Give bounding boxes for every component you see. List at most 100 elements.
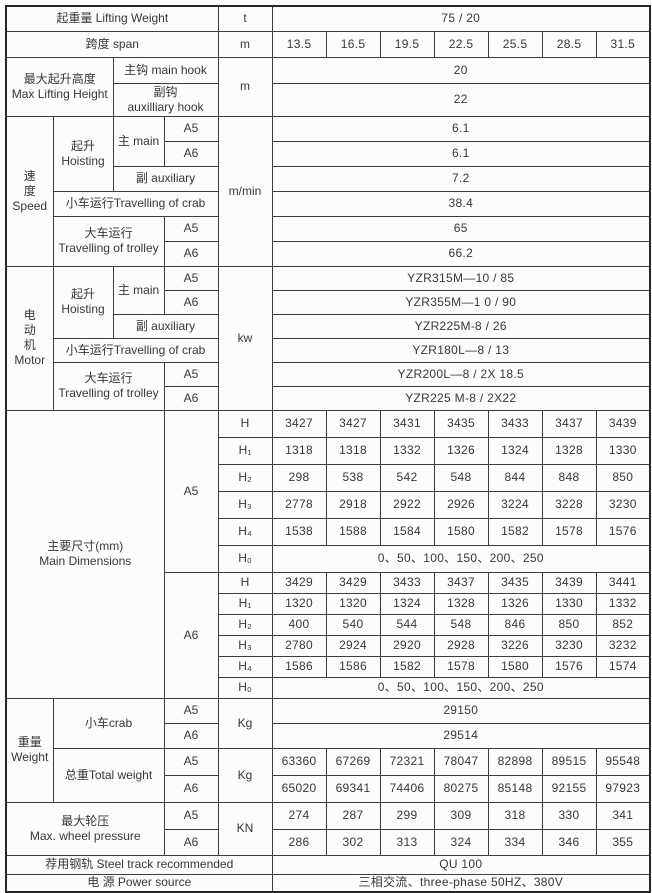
value-cell: 298 (271, 463, 327, 492)
value-cell: 1328 (541, 436, 597, 465)
table-row: 副 auxiliary 7.2 (6, 165, 651, 192)
motor-trolley-label: 大车运行 Travelling of trolley (52, 361, 165, 411)
value-cell: 80275 (433, 774, 489, 803)
value-cell: 67269 (325, 747, 381, 776)
value-cell: 3433 (487, 409, 543, 438)
span-unit: m (217, 30, 273, 58)
motor-unit: kw (217, 265, 273, 411)
value-cell: 1326 (487, 592, 543, 615)
table-row: 副 auxiliary YZR225M-8 / 26 (6, 313, 651, 339)
value-cell: 540 (325, 613, 381, 636)
a5-label: A5 (163, 265, 219, 291)
table-row: A6 H 3429 3429 3433 3437 3435 3439 3441 (6, 571, 651, 699)
table-row: 大车运行 Travelling of trolley A5 65 (6, 215, 651, 267)
table-body: 起重量 Lifting Weight t 75 / 20 跨度 span m 1… (5, 5, 651, 893)
table-row: 起重量 Lifting Weight t 75 / 20 (5, 5, 651, 32)
value-cell: 1586 (271, 655, 327, 678)
speed-trolley-a5-value: 65 (271, 215, 651, 242)
a5-label: A5 (163, 361, 219, 387)
weight-total-unit: Kg (217, 747, 273, 803)
value-cell: 74406 (379, 774, 435, 803)
speed-main-a5-value: 6.1 (271, 115, 651, 142)
dim-name-h1: H₁ (217, 436, 273, 465)
dim-name-h2: H₂ (217, 613, 273, 636)
value-cell: 1318 (271, 436, 327, 465)
value-cell: 1318 (325, 436, 381, 465)
value-cell: 309 (433, 801, 489, 830)
value-cell: 2924 (325, 634, 381, 657)
value-cell: 3427 (271, 409, 327, 438)
value-cell: 1580 (487, 655, 543, 678)
value-cell: 85148 (487, 774, 543, 803)
value-cell: 95548 (595, 747, 651, 776)
speed-crab-label: 小车运行Travelling of crab (52, 190, 219, 217)
table-row: H₁ 1320 1320 1324 1328 1326 1330 1332 (6, 592, 651, 615)
value-cell: 3437 (433, 571, 489, 594)
motor-group-label: 电 动 机 Motor (5, 265, 54, 411)
max-lifting-height-label: 最大起升高度 Max Lifting Height (5, 56, 114, 117)
table-row: 跨度 span m 13.5 16.5 19.5 22.5 25.5 28.5 31.5 (5, 30, 651, 58)
value-cell: 299 (379, 801, 435, 830)
table-row: 电 动 机 Motor 起升 Hoisting 主 main A5 kw YZR… (5, 265, 651, 411)
value-cell: 2778 (271, 490, 327, 519)
table-row: H₂ 400 540 544 548 846 850 852 (6, 613, 651, 636)
value-cell: 3429 (325, 571, 381, 594)
dimensions-group-label: 主要尺寸(mm) Main Dimensions (5, 409, 165, 699)
weight-crab-a5-value: 29150 (271, 697, 651, 724)
value-cell: 2926 (433, 490, 489, 519)
value-cell: 65020 (271, 774, 327, 803)
value-cell: 1330 (595, 436, 651, 465)
table-row: 小车运行Travelling of crab 38.4 (6, 190, 651, 217)
table-row: 最大轮压 Max. wheel pressure A5 KN 274 287 299… (5, 801, 651, 856)
motor-trolley-a5-value: YZR200L—8 / 2X 18.5 (271, 361, 651, 387)
value-cell: 3435 (487, 571, 543, 594)
dim-name-h3: H₃ (217, 490, 273, 519)
value-cell: 852 (595, 613, 651, 636)
motor-crab-label: 小车运行Travelling of crab (52, 337, 219, 363)
value-cell: 28.5 (541, 30, 597, 58)
value-cell: 3435 (433, 409, 489, 438)
speed-main-label: 主 main (112, 115, 165, 167)
value-cell: 3224 (487, 490, 543, 519)
value-cell: 89515 (541, 747, 597, 776)
value-cell: 1576 (541, 655, 597, 678)
value-cell: 2920 (379, 634, 435, 657)
a6-label: A6 (163, 774, 219, 803)
value-cell: 69341 (325, 774, 381, 803)
value-cell: 1588 (325, 517, 381, 546)
speed-main-a6-value: 6.1 (271, 140, 651, 167)
table-row: A6 286 302 313 324 334 346 355 (6, 828, 651, 856)
dim-name-h: H (217, 571, 273, 594)
motor-trolley-a6-value: YZR225 M-8 / 2X22 (271, 385, 651, 411)
dim-name-h2: H₂ (217, 463, 273, 492)
dimensions-a6-label: A6 (163, 571, 219, 699)
value-cell: 1582 (487, 517, 543, 546)
table-row: H₀ 0、50、100、150、200、250 (6, 676, 651, 699)
motor-main-a5-value: YZR315M—10 / 85 (271, 265, 651, 291)
value-cell: 313 (379, 828, 435, 856)
value-cell: 1582 (379, 655, 435, 678)
value-cell: 1578 (541, 517, 597, 546)
value-cell: 3441 (595, 571, 651, 594)
value-cell: 286 (271, 828, 327, 856)
power-source-label: 电 源 Power source (5, 873, 273, 893)
value-cell: 1320 (325, 592, 381, 615)
speed-aux-label: 副 auxiliary (112, 165, 219, 192)
value-cell: 3429 (271, 571, 327, 594)
value-cell: 92155 (541, 774, 597, 803)
value-cell: 318 (487, 801, 543, 830)
dim-a5-h0-value: 0、50、100、150、200、250 (271, 544, 651, 573)
value-cell: 3431 (379, 409, 435, 438)
value-cell: 538 (325, 463, 381, 492)
motor-crab-value: YZR180L—8 / 13 (271, 337, 651, 363)
value-cell: 3228 (541, 490, 597, 519)
value-cell: 400 (271, 613, 327, 636)
value-cell: 2780 (271, 634, 327, 657)
a6-label: A6 (163, 140, 219, 167)
dim-name-h0: H₀ (217, 544, 273, 573)
value-cell: 302 (325, 828, 381, 856)
value-cell: 72321 (379, 747, 435, 776)
table-row: 电 源 Power source 三相交流、three-phase 50HZ、3… (5, 873, 651, 893)
value-cell: 25.5 (487, 30, 543, 58)
value-cell: 334 (487, 828, 543, 856)
